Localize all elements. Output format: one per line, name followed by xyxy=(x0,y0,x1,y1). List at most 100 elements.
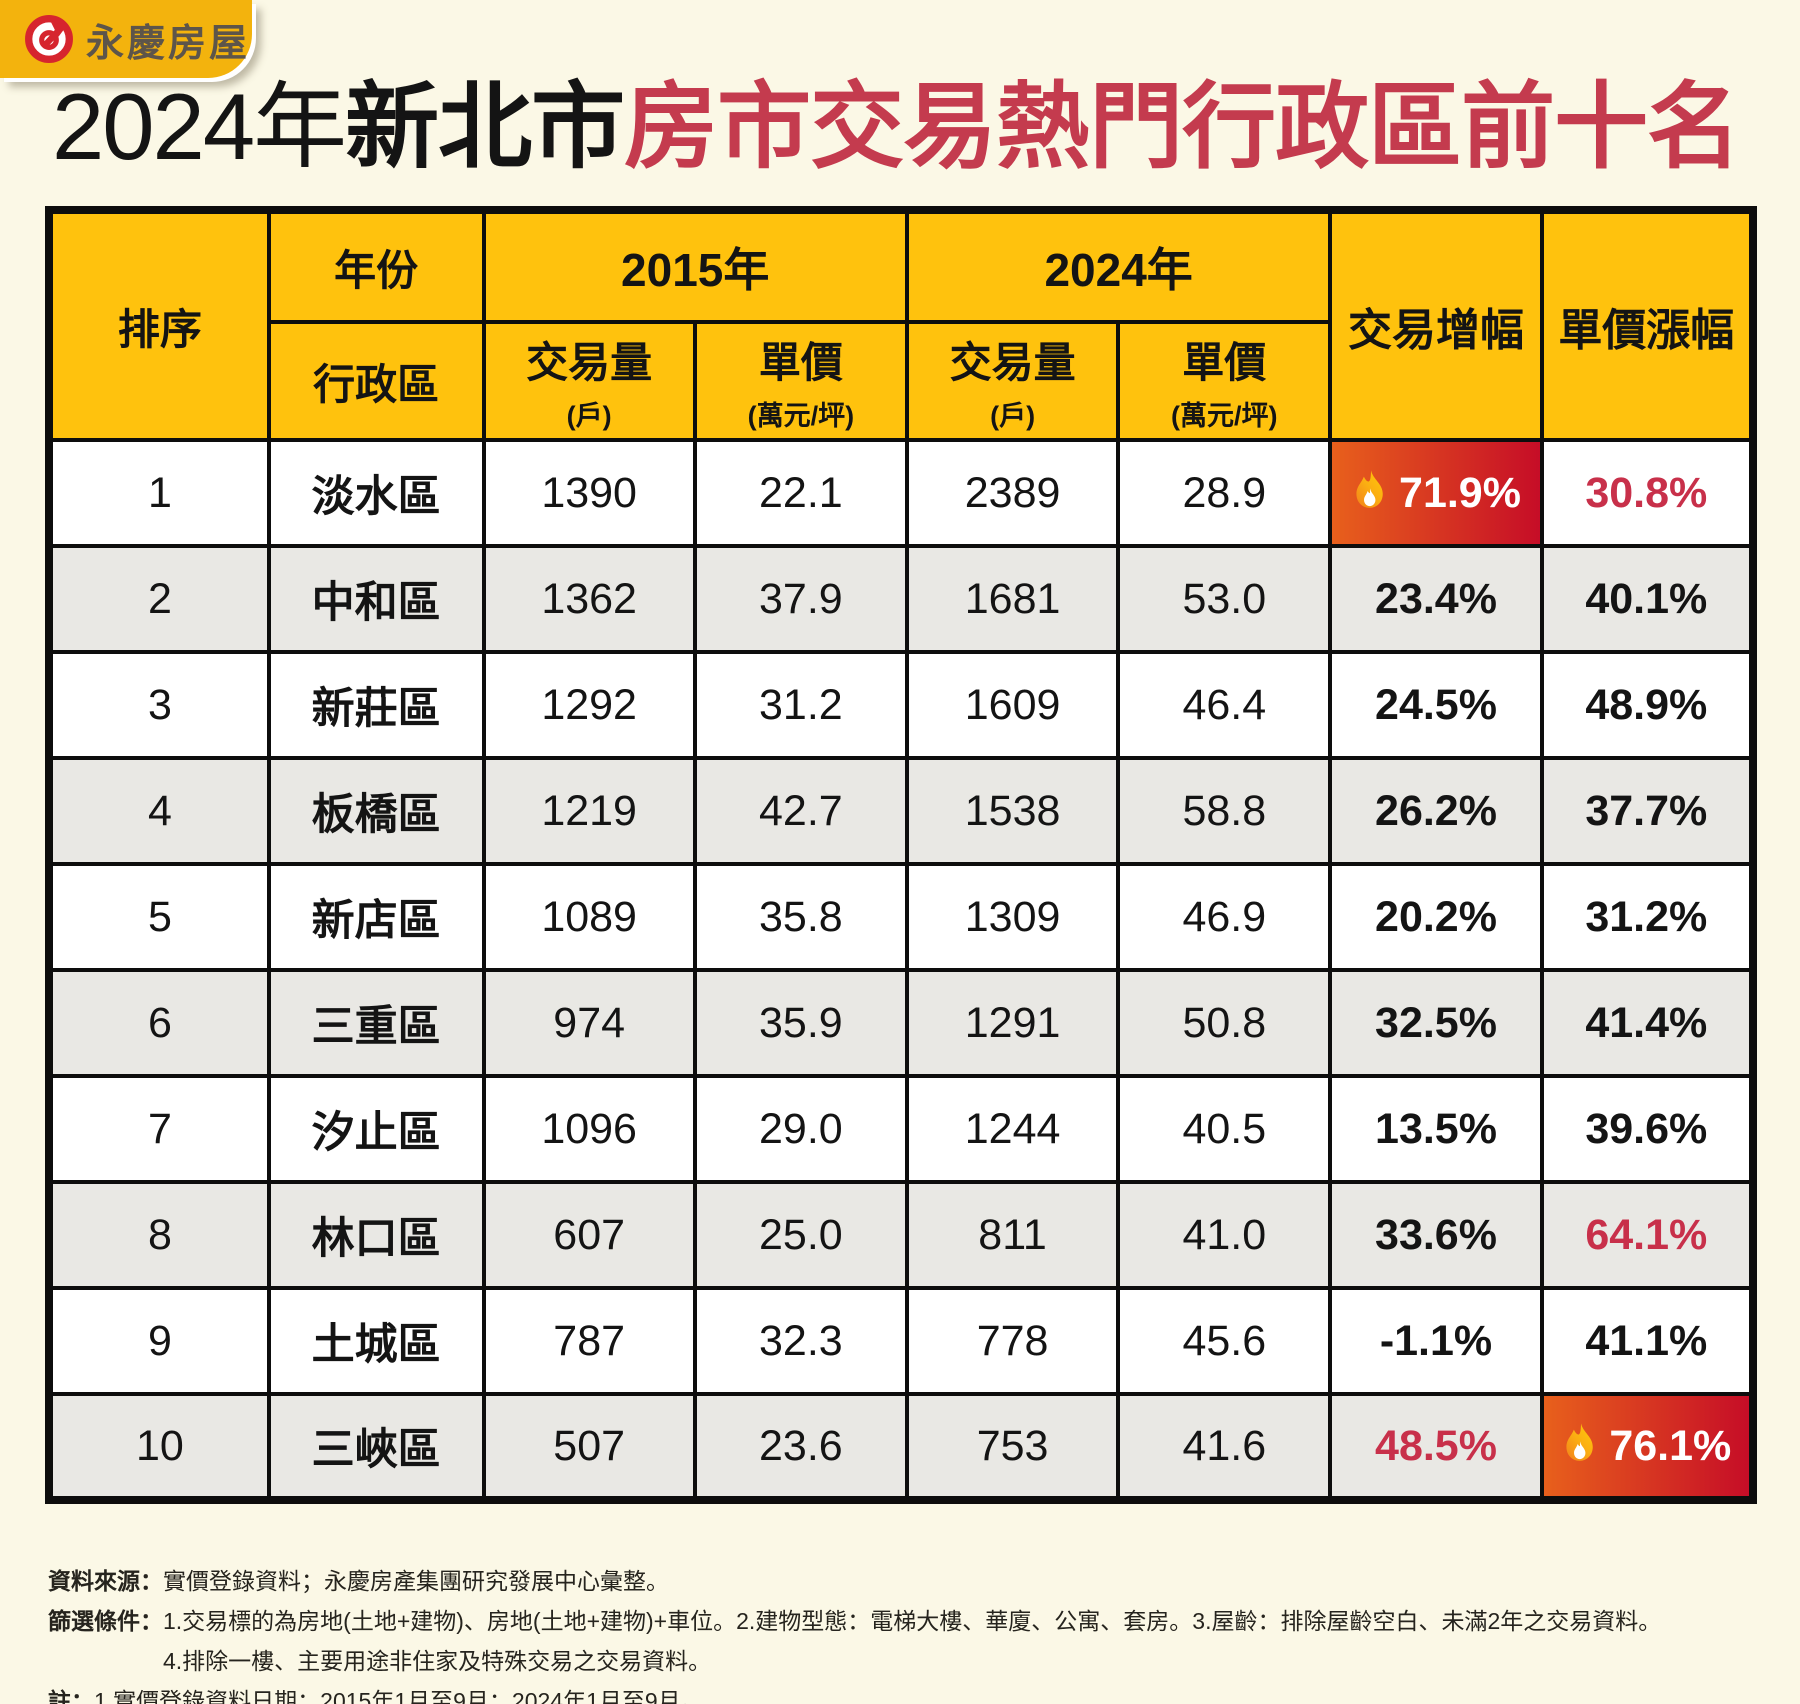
volume-2015-cell: 1089 xyxy=(481,862,697,972)
district-cell: 淡水區 xyxy=(266,438,486,548)
price-2015-cell: 37.9 xyxy=(692,544,909,654)
volume-2024-cell: 1244 xyxy=(904,1074,1121,1184)
price-growth-cell: 64.1% xyxy=(1539,1180,1756,1290)
footnote-note-label: 註： xyxy=(48,1688,94,1704)
district-cell: 汐止區 xyxy=(266,1074,486,1184)
footnotes: 資料來源： 實價登錄資料；永慶房產集團研究發展中心彙整。 篩選條件： 1.交易標… xyxy=(48,1566,1760,1704)
volume-2015-cell: 787 xyxy=(481,1286,697,1396)
volume-2024-cell: 2389 xyxy=(904,438,1121,548)
rank-cell: 10 xyxy=(47,1392,271,1502)
price-growth-cell: 41.1% xyxy=(1539,1286,1756,1396)
table-row-1: 1 淡水區 1390 22.1 2389 28.9 71.9% xyxy=(47,438,1756,548)
price-2024-cell: 41.0 xyxy=(1116,1180,1333,1290)
price-2024-cell: 28.9 xyxy=(1116,438,1333,548)
price-2015-cell: 42.7 xyxy=(692,756,909,866)
volume-2024-cell: 1609 xyxy=(904,650,1121,760)
footnote-filter-text: 1.交易標的為房地(土地+建物)、房地(土地+建物)+車位。2.建物型態：電梯大… xyxy=(163,1606,1661,1677)
page-title: 2024年 新北市 房市交易熱門行政區前十名 xyxy=(52,74,1760,179)
volume-growth-cell: 32.5% xyxy=(1328,968,1544,1078)
volume-growth-cell: 24.5% xyxy=(1328,650,1544,760)
price-growth-cell: 37.7% xyxy=(1539,756,1756,866)
district-cell: 土城區 xyxy=(266,1286,486,1396)
header-2015-price: 單價 (萬元/坪) xyxy=(692,320,909,442)
volume-growth-cell: 13.5% xyxy=(1328,1074,1544,1184)
header-district-label: 行政區 xyxy=(266,320,486,442)
volume-2024-cell: 778 xyxy=(904,1286,1121,1396)
table-row-4: 4 板橋區 1219 42.7 1538 58.8 26.2% 37.7% xyxy=(47,756,1756,866)
volume-2015-cell: 1292 xyxy=(481,650,697,760)
footnote-filter-line1: 1.交易標的為房地(土地+建物)、房地(土地+建物)+車位。2.建物型態：電梯大… xyxy=(163,1608,1662,1635)
volume-growth-cell: 26.2% xyxy=(1328,756,1544,866)
header-rank: 排序 xyxy=(47,208,271,442)
volume-2015-cell: 1219 xyxy=(481,756,697,866)
footnote-note: 註： 1.實價登錄資料日期：2015年1月至9月；2024年1月至9月。 xyxy=(48,1686,1760,1704)
footnote-filter-label: 篩選條件： xyxy=(48,1608,163,1635)
header-year-2015: 2015年 xyxy=(481,208,909,324)
district-cell: 中和區 xyxy=(266,544,486,654)
price-2024-cell: 53.0 xyxy=(1116,544,1333,654)
district-cell: 三重區 xyxy=(266,968,486,1078)
rank-cell: 8 xyxy=(47,1180,271,1290)
price-2015-cell: 22.1 xyxy=(692,438,909,548)
title-highlight: 房市交易熱門行政區前十名 xyxy=(624,74,1741,179)
title-city: 新北市 xyxy=(345,74,625,179)
volume-growth-cell: 23.4% xyxy=(1328,544,1544,654)
header-year-2024: 2024年 xyxy=(904,208,1333,324)
price-2015-cell: 35.9 xyxy=(692,968,909,1078)
table-row-8: 8 林口區 607 25.0 811 41.0 33.6% 64.1% xyxy=(47,1180,1756,1290)
price-growth-cell: 40.1% xyxy=(1539,544,1756,654)
table-row-10: 10 三峽區 507 23.6 753 41.6 48.5% 76.1% xyxy=(47,1392,1756,1502)
footnote-filter: 篩選條件： 1.交易標的為房地(土地+建物)、房地(土地+建物)+車位。2.建物… xyxy=(48,1606,1760,1677)
yungching-logo-icon xyxy=(25,15,73,63)
volume-2015-cell: 1096 xyxy=(481,1074,697,1184)
price-growth-cell: 41.4% xyxy=(1539,968,1756,1078)
district-cell: 新店區 xyxy=(266,862,486,972)
volume-2015-cell: 1362 xyxy=(481,544,697,654)
footnote-filter-line2: 4.排除一樓、主要用途非住家及特殊交易之交易資料。 xyxy=(163,1648,712,1675)
footnote-source-label: 資料來源： xyxy=(48,1568,163,1594)
price-2024-cell: 41.6 xyxy=(1116,1392,1333,1502)
rank-cell: 9 xyxy=(47,1286,271,1396)
header-2024-price: 單價 (萬元/坪) xyxy=(1116,320,1333,442)
price-growth-cell: 31.2% xyxy=(1539,862,1756,972)
table-row-7: 7 汐止區 1096 29.0 1244 40.5 13.5% 39.6% xyxy=(47,1074,1756,1184)
price-2024-cell: 40.5 xyxy=(1116,1074,1333,1184)
price-2024-cell: 50.8 xyxy=(1116,968,1333,1078)
price-growth-cell: 76.1% xyxy=(1539,1392,1756,1502)
rank-cell: 4 xyxy=(47,756,271,866)
volume-2024-cell: 1681 xyxy=(904,544,1121,654)
header-growth-volume: 交易增幅 xyxy=(1328,208,1544,442)
volume-2015-cell: 1390 xyxy=(481,438,697,548)
price-2024-cell: 46.9 xyxy=(1116,862,1333,972)
price-2015-cell: 35.8 xyxy=(692,862,909,972)
district-cell: 新莊區 xyxy=(266,650,486,760)
volume-2024-cell: 1309 xyxy=(904,862,1121,972)
flame-icon xyxy=(1566,1422,1594,1461)
price-2015-cell: 23.6 xyxy=(692,1392,909,1502)
price-growth-cell: 30.8% xyxy=(1539,438,1756,548)
volume-2024-cell: 1538 xyxy=(904,756,1121,866)
district-cell: 林口區 xyxy=(266,1180,486,1290)
table-row-9: 9 土城區 787 32.3 778 45.6 -1.1% 41.1% xyxy=(47,1286,1756,1396)
table-row-3: 3 新莊區 1292 31.2 1609 46.4 24.5% 48.9% xyxy=(47,650,1756,760)
header-2024-volume: 交易量 (戶) xyxy=(904,320,1121,442)
footnote-note-text: 1.實價登錄資料日期：2015年1月至9月；2024年1月至9月。 xyxy=(94,1688,704,1704)
price-2024-cell: 58.8 xyxy=(1116,756,1333,866)
price-2015-cell: 25.0 xyxy=(692,1180,909,1290)
district-cell: 三峽區 xyxy=(266,1392,486,1502)
volume-2024-cell: 811 xyxy=(904,1180,1121,1290)
volume-2015-cell: 974 xyxy=(481,968,697,1078)
price-2015-cell: 31.2 xyxy=(692,650,909,760)
volume-growth-cell: 48.5% xyxy=(1328,1392,1544,1502)
volume-growth-cell: 20.2% xyxy=(1328,862,1544,972)
price-growth-cell: 48.9% xyxy=(1539,650,1756,760)
volume-growth-cell: -1.1% xyxy=(1328,1286,1544,1396)
volume-2024-cell: 1291 xyxy=(904,968,1121,1078)
volume-growth-cell: 71.9% xyxy=(1328,438,1544,548)
footnote-source: 資料來源： 實價登錄資料；永慶房產集團研究發展中心彙整。 xyxy=(48,1566,1760,1597)
rank-cell: 1 xyxy=(47,438,271,548)
brand-name: 永慶房屋 xyxy=(86,22,251,65)
rank-cell: 5 xyxy=(47,862,271,972)
rank-cell: 3 xyxy=(47,650,271,760)
